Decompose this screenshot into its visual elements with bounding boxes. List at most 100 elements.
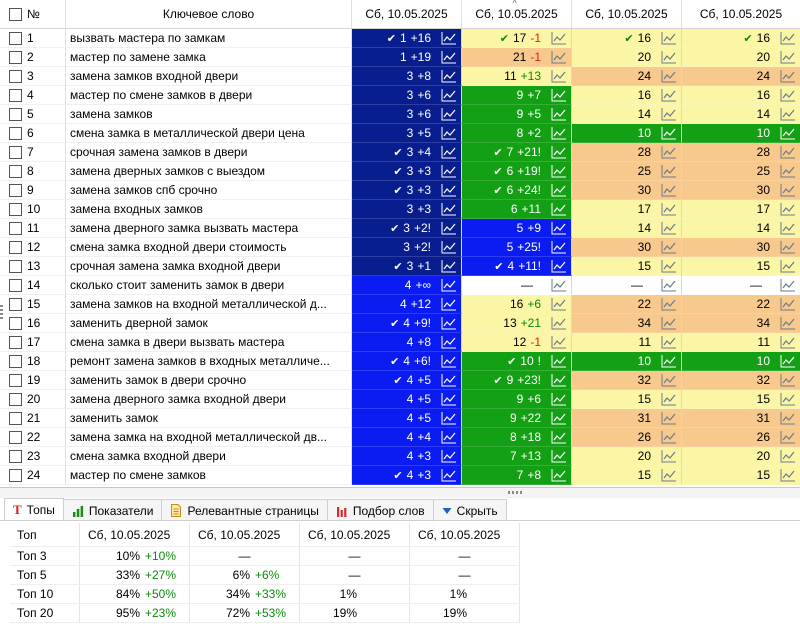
- position-cell[interactable]: ✔ 3 +3: [352, 162, 462, 181]
- tops-header-date[interactable]: Сб, 10.05.2025: [300, 523, 410, 546]
- position-cell[interactable]: 9 +6: [462, 390, 572, 409]
- splitter-grip-icon[interactable]: [508, 491, 522, 494]
- position-cell[interactable]: 7 +8: [462, 466, 572, 485]
- keyword-row[interactable]: 4 мастер по смене замков в двери 3 +6 9 +7 16 1…: [0, 86, 800, 105]
- row-checkbox[interactable]: [9, 183, 22, 197]
- position-cell[interactable]: 4 +8: [352, 333, 462, 352]
- trend-chart-icon[interactable]: [551, 297, 567, 311]
- trend-chart-icon[interactable]: [551, 221, 567, 235]
- trend-chart-icon[interactable]: [661, 373, 677, 387]
- keyword-row[interactable]: 18 ремонт замена замков в входных металли…: [0, 352, 800, 371]
- row-checkbox[interactable]: [9, 164, 22, 178]
- row-num-cell[interactable]: 23: [0, 447, 66, 466]
- position-cell[interactable]: 28: [682, 143, 800, 162]
- position-cell[interactable]: 22: [572, 295, 682, 314]
- position-cell[interactable]: 20: [682, 447, 800, 466]
- position-cell[interactable]: 30: [572, 181, 682, 200]
- position-cell[interactable]: 15: [682, 257, 800, 276]
- position-cell[interactable]: ✔ 7 +21!: [462, 143, 572, 162]
- tops-header-date[interactable]: Сб, 10.05.2025: [190, 523, 300, 546]
- trend-chart-icon[interactable]: [661, 354, 677, 368]
- trend-chart-icon[interactable]: [441, 183, 457, 197]
- position-cell[interactable]: 3 +2!: [352, 238, 462, 257]
- trend-chart-icon[interactable]: [551, 316, 567, 330]
- keyword-row[interactable]: 11 замена дверного замка вызвать мастера ✔…: [0, 219, 800, 238]
- position-cell[interactable]: ✔ 6 +24!: [462, 181, 572, 200]
- row-checkbox[interactable]: [9, 316, 22, 330]
- trend-chart-icon[interactable]: [661, 297, 677, 311]
- trend-chart-icon[interactable]: [780, 126, 796, 140]
- row-checkbox[interactable]: [9, 221, 22, 235]
- keyword-cell[interactable]: ремонт замена замков в входных металличе…: [66, 352, 352, 371]
- trend-chart-icon[interactable]: [661, 183, 677, 197]
- position-cell[interactable]: 16 +6: [462, 295, 572, 314]
- position-cell[interactable]: 31: [682, 409, 800, 428]
- position-cell[interactable]: ✔ 4 +6!: [352, 352, 462, 371]
- position-cell[interactable]: 1 +19: [352, 48, 462, 67]
- trend-chart-icon[interactable]: [661, 50, 677, 64]
- row-checkbox[interactable]: [9, 430, 22, 444]
- position-cell[interactable]: ✔ 4 +3: [352, 466, 462, 485]
- position-cell[interactable]: 15: [682, 390, 800, 409]
- trend-chart-icon[interactable]: [661, 278, 677, 292]
- keyword-row[interactable]: 17 смена замка в двери вызвать мастера 4 +8…: [0, 333, 800, 352]
- trend-chart-icon[interactable]: [780, 354, 796, 368]
- trend-chart-icon[interactable]: [780, 240, 796, 254]
- tops-row[interactable]: Топ 3 10% +10% — — —: [10, 547, 520, 566]
- trend-chart-icon[interactable]: [441, 31, 457, 45]
- trend-chart-icon[interactable]: [551, 430, 567, 444]
- position-cell[interactable]: 4 +∞: [352, 276, 462, 295]
- trend-chart-icon[interactable]: [441, 278, 457, 292]
- row-num-cell[interactable]: 4: [0, 86, 66, 105]
- position-cell[interactable]: 3 +5: [352, 124, 462, 143]
- position-cell[interactable]: 32: [572, 371, 682, 390]
- keyword-row[interactable]: 9 замена замков спб срочно ✔ 3 +3 ✔ 6 +24! 30 30: [0, 181, 800, 200]
- row-checkbox[interactable]: [9, 468, 22, 482]
- tab-indicators[interactable]: Показатели: [62, 499, 163, 521]
- trend-chart-icon[interactable]: [551, 411, 567, 425]
- trend-chart-icon[interactable]: [780, 69, 796, 83]
- trend-chart-icon[interactable]: [551, 468, 567, 482]
- position-cell[interactable]: 5 +25!: [462, 238, 572, 257]
- keyword-row[interactable]: 6 смена замка в металлической двери цена 3…: [0, 124, 800, 143]
- row-num-cell[interactable]: 6: [0, 124, 66, 143]
- position-cell[interactable]: 31: [572, 409, 682, 428]
- trend-chart-icon[interactable]: [780, 164, 796, 178]
- side-splitter-grip[interactable]: [0, 305, 3, 319]
- position-cell[interactable]: 7 +13: [462, 447, 572, 466]
- position-cell[interactable]: 10: [682, 352, 800, 371]
- trend-chart-icon[interactable]: [551, 373, 567, 387]
- keyword-row[interactable]: 3 замена замков входной двери 3 +8 11 +13 24 24: [0, 67, 800, 86]
- position-cell[interactable]: 24: [682, 67, 800, 86]
- trend-chart-icon[interactable]: [551, 259, 567, 273]
- position-cell[interactable]: 16: [572, 86, 682, 105]
- trend-chart-icon[interactable]: [780, 373, 796, 387]
- trend-chart-icon[interactable]: [551, 278, 567, 292]
- row-num-cell[interactable]: 10: [0, 200, 66, 219]
- keyword-row[interactable]: 19 заменить замок в двери срочно ✔ 4 +5 ✔ 9 +23…: [0, 371, 800, 390]
- position-cell[interactable]: 5 +9: [462, 219, 572, 238]
- trend-chart-icon[interactable]: [661, 164, 677, 178]
- position-cell[interactable]: 17: [572, 200, 682, 219]
- row-checkbox[interactable]: [9, 107, 22, 121]
- trend-chart-icon[interactable]: [441, 392, 457, 406]
- position-cell[interactable]: 4 +5: [352, 409, 462, 428]
- row-num-cell[interactable]: 17: [0, 333, 66, 352]
- position-cell[interactable]: 25: [682, 162, 800, 181]
- trend-chart-icon[interactable]: [661, 69, 677, 83]
- keyword-row[interactable]: 21 заменить замок 4 +5 9 +22 31 31: [0, 409, 800, 428]
- position-cell[interactable]: 3 +6: [352, 86, 462, 105]
- trend-chart-icon[interactable]: [441, 69, 457, 83]
- keyword-cell[interactable]: мастер по замене замка: [66, 48, 352, 67]
- trend-chart-icon[interactable]: [780, 297, 796, 311]
- position-cell[interactable]: 4 +5: [352, 390, 462, 409]
- header-date-2[interactable]: ^ Сб, 10.05.2025: [462, 0, 572, 28]
- trend-chart-icon[interactable]: [780, 468, 796, 482]
- position-cell[interactable]: ✔ 1 +16: [352, 29, 462, 48]
- row-num-cell[interactable]: 2: [0, 48, 66, 67]
- keyword-row[interactable]: 1 вызвать мастера по замкам ✔ 1 +16 ✔ 17 -1 ✔ 16 ✔…: [0, 29, 800, 48]
- position-cell[interactable]: 22: [682, 295, 800, 314]
- keyword-cell[interactable]: замена замков на входной металлической д…: [66, 295, 352, 314]
- position-cell[interactable]: 14: [682, 219, 800, 238]
- trend-chart-icon[interactable]: [441, 88, 457, 102]
